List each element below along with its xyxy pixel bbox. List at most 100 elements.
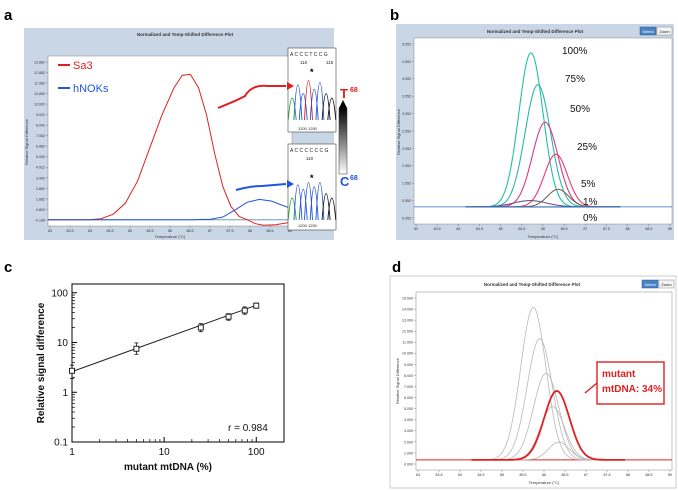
chromatogram-peak (304, 182, 313, 221)
chromatogram-top-pos1: 110 (300, 60, 308, 65)
chromatogram-peak (293, 184, 303, 221)
panel-d-zoom-button[interactable] (658, 279, 675, 289)
panel-d-xtick-label: 86 (542, 473, 546, 477)
panel-d-xtick-label: 83.5 (436, 473, 443, 477)
panel-b-xtick-label: 83 (414, 227, 418, 231)
callout-line-1: mutant (602, 369, 636, 380)
panel-a-xtick-label: 86 (168, 229, 172, 233)
panel-a-xtick-label: 88 (248, 229, 252, 233)
series-hnoks-line (48, 198, 293, 221)
panel-d-xtick-label: 85 (500, 473, 504, 477)
panel-c-xtick-label: 1 (69, 447, 75, 458)
panel-c-data-point (69, 367, 75, 374)
chromatogram-bottom-marker: * (310, 173, 314, 183)
panel-b-zoom-button[interactable] (656, 26, 673, 36)
panel-d-ytick-label: 8.000 (404, 374, 413, 378)
panel-d-xtick-label: 85.5 (520, 473, 527, 477)
panel-b-series (414, 52, 672, 208)
panel-a-xtick-label: 87 (208, 229, 212, 233)
arrowhead-hnoks (287, 180, 294, 188)
panel-a-letter: a (4, 7, 13, 24)
panel-b-xtick-label: 86 (541, 227, 545, 231)
callout-box (596, 361, 665, 405)
panel-d-zoom-label: Zoom (661, 282, 672, 287)
panel-a-ytick-label: 11.962 (34, 81, 45, 85)
panel-b-zoom-label: Zoom (659, 29, 670, 34)
annotation-50: 50% (570, 104, 590, 115)
panel-a-ytick-label: 5.002 (36, 155, 45, 159)
panel-b-ytick-label: 0.052 (402, 216, 411, 220)
arrow-sa3-to-chromatogram (217, 84, 286, 109)
series-sa3-line (48, 73, 293, 226)
panel-a-ytick-label: -0.168 (35, 218, 45, 222)
panel-a-ytick-label: 4.922 (36, 166, 45, 170)
chromatogram-bottom-traces (287, 182, 337, 221)
chromatogram-peak (321, 193, 331, 221)
panel-a-ytick-label: 9.022 (36, 113, 45, 117)
panel-d-xtick-label: 87.5 (604, 473, 611, 477)
panel-d-xtick-label: 84 (458, 473, 462, 477)
panel-b: b Normalized and Temp-Shifted Difference… (390, 7, 674, 240)
chromatogram-top-marker: * (310, 67, 314, 77)
panel-a-ytick-label: 10.002 (34, 103, 45, 107)
annotation-75: 75% (565, 74, 585, 85)
panel-b-title: Normalized and Temp-Shifted Difference P… (487, 29, 584, 34)
panel-a-ytick-label: 2.862 (36, 187, 45, 191)
panel-a-xtick-label: 89 (288, 229, 292, 233)
chromatogram-peak (298, 188, 308, 221)
allele-gradient-bar (338, 107, 348, 175)
panel-d-xtick-label: 83 (416, 473, 420, 477)
panel-b-ytick-label: 2.552 (402, 129, 411, 133)
panel-b-ytick-label: 5.052 (402, 42, 411, 46)
panel-a-series (48, 73, 293, 226)
panel-c-ytick-label: 1 (62, 388, 68, 399)
panel-d-ylabel: Relative Signal Difference (395, 357, 400, 404)
panel-b-xtick-label: 85 (499, 227, 503, 231)
panel-d-select-label: Select (644, 282, 656, 287)
panel-a-xlabel: Temperature (°C) (155, 234, 186, 239)
callout-line-2: mtDNA: 34% (602, 384, 662, 395)
callout-leader (584, 382, 598, 394)
panel-d-ytick-label: 10.000 (402, 352, 413, 356)
panel-b-ylabel: Relative Signal Difference (396, 108, 401, 155)
panel-a-ytick-label: 12.882 (34, 71, 45, 75)
panel-b-xtick-label: 87 (583, 227, 587, 231)
panel-d-ytick-label: 7.000 (404, 385, 413, 389)
panel-d-ytick-label: 9.000 (404, 363, 413, 367)
legend-sa3-label: Sa3 (73, 60, 93, 72)
panel-d-ytick-label: 3.000 (404, 429, 413, 433)
panel-b-xtick-label: 84.5 (476, 227, 483, 231)
panel-d-ytick-label: 15.000 (402, 296, 413, 300)
chromatogram-peak (287, 97, 297, 121)
panel-d-ytick-label: 1.000 (404, 451, 413, 455)
panel-b-y-ticks: 0.052 0.552 1.052 1.552 2.052 2.552 3.052 3.552… (402, 42, 414, 220)
panel-b-select-button[interactable] (639, 26, 657, 36)
panel-a-ytick-label: 0.802 (36, 208, 45, 212)
arrowhead-sa3 (287, 82, 294, 90)
panel-b-ytick-label: 1.052 (402, 182, 411, 186)
panel-c-annotation: r = 0.984 (228, 423, 268, 434)
panel-b-ytick-label: 0.552 (402, 199, 411, 203)
allele-top-pos: 68 (350, 87, 358, 94)
panel-d-xtick-label: 87 (584, 473, 588, 477)
panel-c-ytick-label: 100 (51, 288, 68, 299)
panel-d-ytick-label: 13.000 (402, 319, 413, 323)
panel-b-xtick-label: 83.5 (434, 227, 441, 231)
panel-d-select-button[interactable] (641, 279, 659, 289)
annotation-5: 5% (581, 179, 596, 190)
panel-c-data-point (253, 302, 260, 309)
panel-c-letter: c (4, 259, 12, 276)
panel-c-data-point (133, 345, 140, 352)
chromatogram-peak (327, 197, 337, 221)
panel-b-xtick-label: 84 (456, 227, 460, 231)
panel-b-ytick-label: 1.552 (402, 164, 411, 168)
chromatogram-peak (309, 88, 319, 121)
panel-b-xtick-label: 85.5 (518, 227, 525, 231)
panel-a-ytick-label: 10.882 (34, 92, 45, 96)
chromatogram-peak (293, 84, 303, 121)
panel-a: a Normalized and Temp-Shifted Difference… (4, 7, 358, 240)
chromatogram-top: A C C C T C C G 110 115 * 1200 1250 (287, 47, 337, 133)
panel-a-ytick-label: 6.882 (36, 145, 45, 149)
